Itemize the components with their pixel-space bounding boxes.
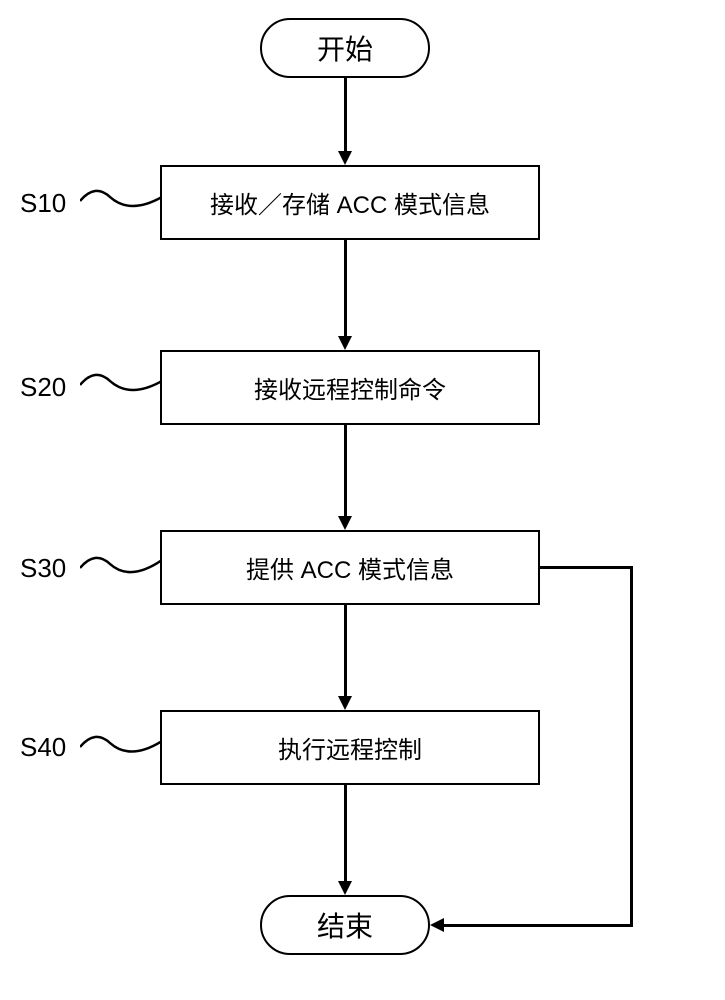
squiggle-s20 [80,369,162,397]
s10-text: 接收／存储 ACC 模式信息 [210,185,490,220]
bypass-v [630,566,633,927]
edge-s40-end-head [338,881,352,895]
edge-start-s10 [344,78,347,151]
squiggle-s10 [80,185,162,213]
edge-s40-end [344,785,347,881]
squiggle-s40 [80,729,162,757]
start-text: 开始 [317,28,373,68]
edge-s30-s40-head [338,696,352,710]
s10-node: 接收／存储 ACC 模式信息 [160,165,540,240]
edge-s10-s20-head [338,336,352,350]
label-s20-text: S20 [20,372,66,403]
s30-node: 提供 ACC 模式信息 [160,530,540,605]
bypass-h1 [540,566,633,569]
label-s30: S30 [20,553,66,584]
s30-text: 提供 ACC 模式信息 [246,550,454,585]
start-node: 开始 [260,18,430,78]
label-s30-text: S30 [20,553,66,584]
edge-s20-s30 [344,425,347,516]
edge-s20-s30-head [338,516,352,530]
end-node: 结束 [260,895,430,955]
label-s40: S40 [20,732,66,763]
edge-start-s10-head [338,151,352,165]
bypass-head [430,918,444,932]
label-s20: S20 [20,372,66,403]
s40-text: 执行远程控制 [278,730,422,765]
squiggle-s30 [80,550,162,578]
s40-node: 执行远程控制 [160,710,540,785]
edge-s30-s40 [344,605,347,696]
label-s10: S10 [20,188,66,219]
s20-text: 接收远程控制命令 [254,370,446,405]
edge-s10-s20 [344,240,347,336]
end-text: 结束 [317,905,373,945]
label-s40-text: S40 [20,732,66,763]
bypass-h2 [444,924,633,927]
s20-node: 接收远程控制命令 [160,350,540,425]
label-s10-text: S10 [20,188,66,219]
